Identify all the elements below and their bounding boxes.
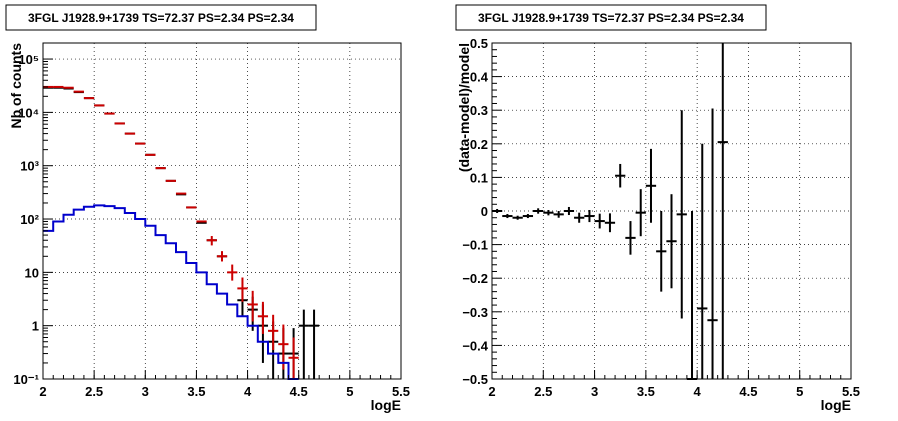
left-xtick-label: 2.5 [85,384,103,399]
right-xtick-label: 4.5 [739,384,757,399]
right-ytick-label: 0.2 [470,137,488,152]
left-grid [43,43,401,379]
right-series0-point [625,221,636,255]
left-title-box [5,4,317,31]
right-series0-point [594,213,605,229]
left-ytick-label: 10² [20,212,39,227]
right-ytick-label: −0.1 [462,238,488,253]
right-series0-point [604,213,616,233]
left-series0-point [308,309,320,379]
right-ylabel: (data-model)/model [456,43,472,172]
left-series1-point [237,277,248,302]
right-ytick-label: −0.4 [462,338,488,353]
left-axes: 2 2.5 3 3.5 4 4.5 5 5.5 10⁻¹ 1 10 10² 10³ 10⁴ 10⁵ [13,42,410,399]
right-ytick-label: 0.3 [470,103,488,118]
left-xtick-label: 3 [142,384,149,399]
right-ytick-label: −0.3 [462,305,488,320]
right-series0-point [666,194,677,289]
right-xtick-label: 2.5 [534,384,552,399]
left-ytick-label: 10³ [20,159,39,174]
right-ytick-label: 0.5 [470,36,488,51]
left-series [43,85,320,380]
left-series1-point [288,337,299,379]
left-ytick-label: 10⁵ [18,52,39,67]
right-series0-point [533,208,544,214]
right-ytick-label: −0.2 [462,271,488,286]
right-panel: 3FGL J1928.9+1739 TS=72.37 PS=2.34 PS=2.… [455,4,860,413]
right-series [492,43,728,380]
left-model-step-line [43,204,299,380]
left-series1-point [216,251,228,262]
right-xtick-label: 3 [591,384,598,399]
left-series1-point [257,301,269,334]
right-xtick-label: 5.5 [842,384,860,399]
right-ytick-label: −0.5 [462,372,488,387]
left-xtick-label: 2 [39,384,46,399]
left-xtick-label: 4.5 [290,384,308,399]
right-series0-point [563,206,575,216]
right-axes: 2 2.5 3 3.5 4 4.5 5 5.5 −0.5 −0.4 −0.3 −0.2 −0.1 0 0.1… [462,36,860,399]
right-series0-point [615,163,626,188]
right-title: 3FGL J1928.9+1739 TS=72.37 PS=2.34 PS=2.… [478,11,744,25]
left-title: 3FGL J1928.9+1739 TS=72.37 PS=2.34 PS=2.… [28,11,294,25]
right-xlabel: logE [821,397,851,413]
right-series0-point [697,143,708,379]
right-ytick-label: 0.1 [470,170,488,185]
right-series0-point [707,108,718,379]
right-series0-point [522,214,534,219]
left-ytick-label: 10⁻¹ [13,372,39,387]
left-xtick-label: 3.5 [187,384,205,399]
right-series0-point [676,110,687,319]
right-series0-point [553,211,564,218]
left-ytick-label: 10 [25,265,39,280]
right-series0-point [584,209,595,223]
right-series0-point [656,211,667,292]
right-series0-point [635,189,646,237]
left-plot-frame [42,42,402,380]
right-series0-point [574,212,585,223]
left-series1-point [247,290,258,322]
left-series1-point [206,236,217,246]
left-series0-point [298,309,309,379]
right-title-box [455,4,767,31]
right-series0-point [645,148,657,223]
left-series1-point [227,264,238,281]
right-xtick-label: 3.5 [637,384,655,399]
left-ytick-label: 1 [32,319,39,334]
right-xtick-label: 2 [488,384,495,399]
right-series0-point [686,211,698,380]
right-ytick-label: 0.4 [470,70,489,85]
right-xtick-label: 5 [796,384,803,399]
right-xtick-label: 4 [694,384,702,399]
left-ytick-label: 10⁴ [18,105,39,120]
right-ytick-label: 0 [481,204,488,219]
right-series0-point [543,209,554,216]
left-panel: 3FGL J1928.9+1739 TS=72.37 PS=2.34 PS=2.… [5,4,410,413]
right-series0-point [512,215,523,220]
left-ylabel: Nb of counts [8,43,24,129]
left-xtick-label: 5 [346,384,353,399]
right-series0-point [717,43,728,379]
left-xtick-label: 4 [244,384,252,399]
left-xtick-label: 5.5 [392,384,410,399]
left-series1-point [268,314,279,350]
left-xlabel: logE [371,397,401,413]
right-series0-point [502,214,513,219]
